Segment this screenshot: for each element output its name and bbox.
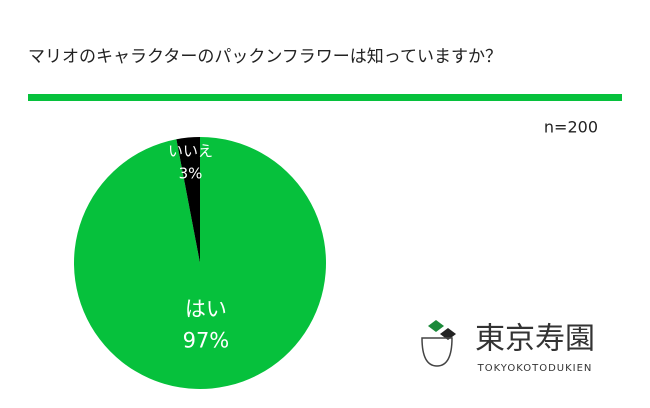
- logo: 東京寿園 TOKYOKOTODUKIEN: [421, 320, 595, 374]
- logo-icon: [440, 328, 456, 340]
- logo-romaji: TOKYOKOTODUKIEN: [477, 363, 593, 374]
- slice-label: いいえ: [168, 142, 213, 160]
- title-rule: [28, 94, 622, 101]
- value-label: 3%: [179, 164, 203, 182]
- value-label: 97%: [183, 328, 230, 352]
- pie-slice: [176, 137, 200, 263]
- slice-label: はい: [185, 297, 227, 321]
- chart-title: マリオのキャラクターのパックンフラワーは知っていますか？: [28, 47, 502, 67]
- logo-icon: [421, 337, 453, 367]
- logo-icon: [428, 320, 444, 332]
- logo-name: 東京寿園: [475, 322, 595, 357]
- pie-slice: [74, 137, 327, 390]
- annotation: n=200: [544, 118, 598, 137]
